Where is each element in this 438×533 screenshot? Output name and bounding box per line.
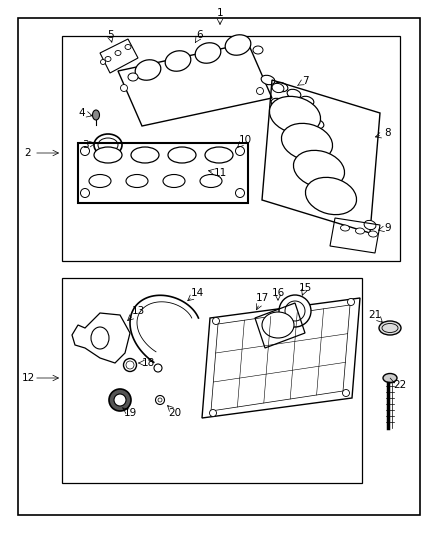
Ellipse shape bbox=[383, 374, 397, 383]
Ellipse shape bbox=[200, 174, 222, 188]
Text: 4: 4 bbox=[79, 108, 85, 118]
Ellipse shape bbox=[98, 138, 118, 152]
Ellipse shape bbox=[297, 112, 311, 122]
Ellipse shape bbox=[282, 123, 332, 160]
Ellipse shape bbox=[272, 83, 284, 93]
Ellipse shape bbox=[287, 90, 301, 99]
Text: 9: 9 bbox=[385, 223, 391, 233]
Text: 12: 12 bbox=[21, 373, 35, 383]
Ellipse shape bbox=[124, 359, 137, 372]
Ellipse shape bbox=[158, 398, 162, 402]
Ellipse shape bbox=[368, 231, 378, 237]
Ellipse shape bbox=[168, 147, 196, 163]
Ellipse shape bbox=[195, 43, 221, 63]
Ellipse shape bbox=[89, 174, 111, 188]
Text: 2: 2 bbox=[25, 148, 31, 158]
Ellipse shape bbox=[300, 96, 314, 106]
Ellipse shape bbox=[284, 106, 298, 115]
Text: 7: 7 bbox=[302, 76, 308, 86]
Text: 21: 21 bbox=[368, 310, 381, 320]
Ellipse shape bbox=[236, 189, 244, 198]
Ellipse shape bbox=[125, 44, 131, 50]
Ellipse shape bbox=[100, 60, 106, 64]
Text: 13: 13 bbox=[131, 306, 145, 316]
Ellipse shape bbox=[114, 394, 126, 406]
Ellipse shape bbox=[269, 96, 321, 134]
Ellipse shape bbox=[347, 298, 354, 305]
Ellipse shape bbox=[379, 321, 401, 335]
Ellipse shape bbox=[271, 98, 285, 108]
Ellipse shape bbox=[236, 147, 244, 156]
Ellipse shape bbox=[364, 220, 376, 230]
Ellipse shape bbox=[274, 82, 288, 92]
Ellipse shape bbox=[212, 318, 219, 325]
Ellipse shape bbox=[165, 51, 191, 71]
Ellipse shape bbox=[115, 51, 121, 55]
Text: 16: 16 bbox=[272, 288, 285, 298]
Ellipse shape bbox=[279, 295, 311, 327]
Text: 20: 20 bbox=[169, 408, 182, 418]
Ellipse shape bbox=[109, 389, 131, 411]
Bar bbox=[62, 278, 362, 483]
Ellipse shape bbox=[205, 147, 233, 163]
Ellipse shape bbox=[131, 147, 159, 163]
Text: 11: 11 bbox=[213, 168, 226, 178]
Ellipse shape bbox=[343, 390, 350, 397]
Ellipse shape bbox=[81, 147, 89, 156]
Ellipse shape bbox=[340, 225, 350, 231]
Ellipse shape bbox=[293, 150, 345, 188]
Text: 10: 10 bbox=[238, 135, 251, 145]
Ellipse shape bbox=[382, 324, 398, 333]
Text: 3: 3 bbox=[82, 140, 88, 150]
Ellipse shape bbox=[356, 228, 364, 234]
Text: 17: 17 bbox=[255, 293, 268, 303]
Text: 8: 8 bbox=[385, 128, 391, 138]
Ellipse shape bbox=[225, 35, 251, 55]
Ellipse shape bbox=[128, 73, 138, 81]
Ellipse shape bbox=[126, 174, 148, 188]
Ellipse shape bbox=[257, 87, 264, 94]
Ellipse shape bbox=[94, 134, 122, 156]
Text: 18: 18 bbox=[141, 358, 155, 368]
Ellipse shape bbox=[94, 147, 122, 163]
Ellipse shape bbox=[81, 189, 89, 198]
Ellipse shape bbox=[91, 327, 109, 349]
Ellipse shape bbox=[92, 110, 99, 120]
Bar bbox=[62, 36, 400, 261]
Ellipse shape bbox=[163, 174, 185, 188]
Text: 1: 1 bbox=[217, 8, 223, 18]
Text: 6: 6 bbox=[197, 30, 203, 40]
Ellipse shape bbox=[305, 177, 357, 215]
Text: 5: 5 bbox=[107, 30, 113, 40]
Ellipse shape bbox=[209, 409, 216, 416]
Ellipse shape bbox=[261, 75, 275, 85]
Ellipse shape bbox=[120, 85, 127, 92]
Ellipse shape bbox=[253, 46, 263, 54]
Ellipse shape bbox=[105, 56, 111, 61]
Text: 15: 15 bbox=[298, 283, 311, 293]
Text: 19: 19 bbox=[124, 408, 137, 418]
Text: 22: 22 bbox=[393, 380, 406, 390]
Ellipse shape bbox=[310, 119, 324, 128]
Text: 14: 14 bbox=[191, 288, 204, 298]
Ellipse shape bbox=[135, 60, 161, 80]
Ellipse shape bbox=[262, 312, 294, 338]
Ellipse shape bbox=[126, 361, 134, 369]
Ellipse shape bbox=[155, 395, 165, 405]
Ellipse shape bbox=[154, 364, 162, 372]
Ellipse shape bbox=[285, 301, 305, 321]
